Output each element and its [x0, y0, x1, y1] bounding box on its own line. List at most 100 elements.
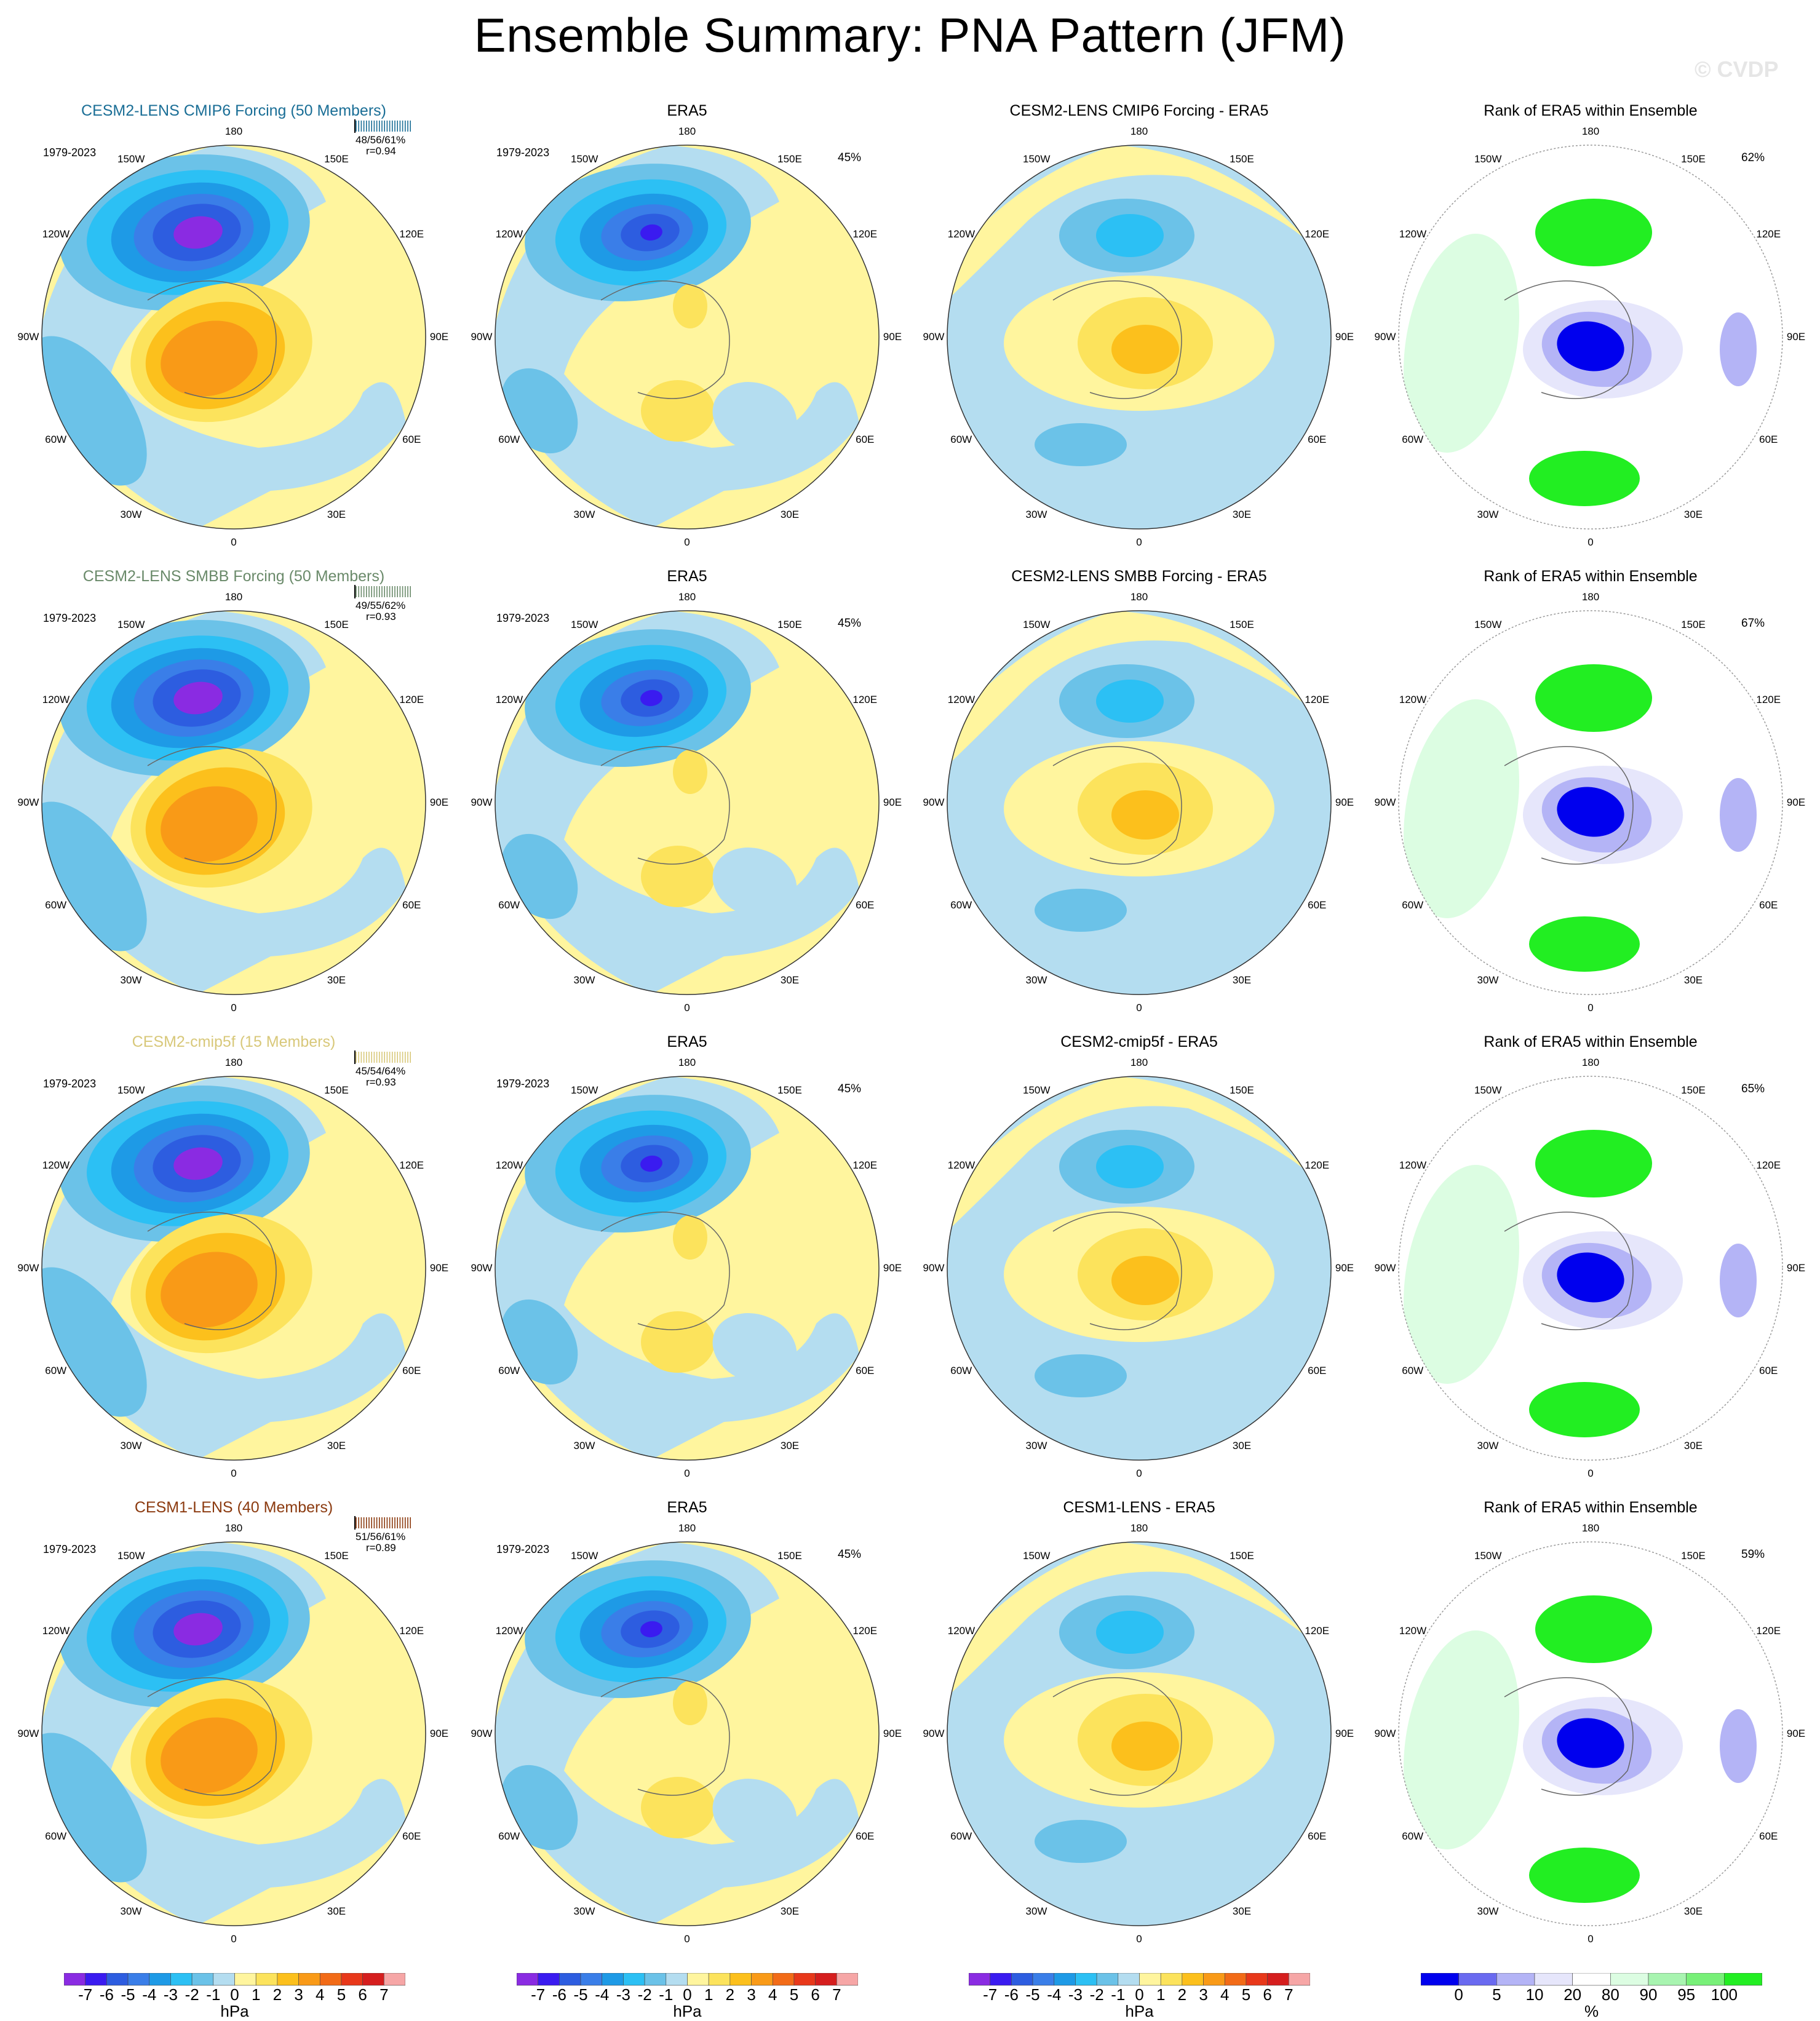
colorbar-tick-label: 3: [747, 1985, 756, 2004]
diff-positive-core: [1111, 325, 1179, 374]
coastline: [1504, 1677, 1634, 1796]
diff-atlantic-low: [1035, 889, 1127, 932]
polar-map: [1398, 610, 1783, 995]
colorbar-tick-label: 6: [811, 1985, 820, 2004]
colorbar-tick-label: 4: [316, 1985, 325, 2004]
member-strip: [354, 1516, 411, 1530]
lon-label: 120E: [1756, 228, 1781, 240]
colorbar-swatch: [815, 1973, 837, 1986]
colorbar-tick-label: -1: [206, 1985, 221, 2004]
rank-match-pct: 65%: [1741, 1082, 1765, 1095]
lon-label: 180: [678, 591, 696, 603]
na-high-small: [673, 284, 707, 328]
colorbar-swatch: [234, 1973, 256, 1986]
colorbar-swatch: [538, 1973, 560, 1986]
colorbar-tick-label: -3: [1068, 1985, 1083, 2004]
polar-map: [495, 145, 880, 530]
atlantic-low: [42, 1733, 147, 1883]
period-label: 1979-2023: [43, 1543, 97, 1555]
diff-atlantic-low: [1035, 1354, 1127, 1397]
lon-label: 30W: [573, 509, 595, 521]
na-high-small: [673, 1681, 707, 1725]
lon-label: 90E: [1786, 1728, 1806, 1739]
lon-label: 180: [225, 591, 243, 603]
colorbar-swatches: [517, 1973, 858, 1986]
colorbar-swatch: [1289, 1973, 1310, 1986]
lon-label: 150W: [117, 1084, 145, 1096]
lon-label: 120W: [1399, 1159, 1427, 1171]
lon-label: 150W: [117, 153, 145, 165]
ensemble-stats: 45/54/64%: [356, 1065, 406, 1077]
colorbar-tick-label: -2: [637, 1985, 652, 2004]
lon-label: 60E: [1759, 1365, 1778, 1376]
na-high-ring-3: [161, 786, 258, 862]
colorbar-swatch: [772, 1973, 795, 1986]
rank-blue-east: [1720, 312, 1757, 386]
colorbar-swatch: [1160, 1973, 1183, 1986]
lon-label: 150E: [324, 1084, 349, 1096]
diff-positive-north: [947, 1076, 1311, 1231]
rank-blue-core: [1557, 321, 1624, 371]
colorbar-tick-label: -4: [1047, 1985, 1062, 2004]
lon-label: 30E: [327, 1905, 346, 1918]
lon-label: 150E: [1681, 1084, 1706, 1096]
lon-label: 0: [684, 1002, 690, 1014]
lon-label: 90W: [923, 1262, 945, 1274]
coastline: [147, 746, 277, 865]
panel-title: CESM2-LENS SMBB Forcing - ERA5: [1011, 568, 1267, 585]
rank-blue-east: [1720, 1244, 1757, 1317]
lon-label: 150E: [1230, 618, 1254, 630]
colorbar-swatches: [969, 1973, 1310, 1986]
lon-label: 60E: [1759, 434, 1778, 445]
colorbar-tick-label: -2: [1089, 1985, 1104, 2004]
colorbar-swatch: [1648, 1973, 1687, 1986]
atlantic-blue-patch: [712, 1779, 797, 1849]
colorbar-swatch: [384, 1973, 405, 1986]
coastline: [147, 1212, 277, 1330]
cvdp-watermark: © CVDP: [1695, 57, 1779, 82]
colorbar-swatch: [559, 1973, 581, 1986]
lon-label: 90W: [1374, 1728, 1396, 1739]
na-high-ring-3: [161, 320, 258, 397]
colorbar-swatch: [1724, 1973, 1762, 1986]
atlantic-blue-patch: [712, 382, 797, 452]
map-border: [947, 1076, 1332, 1461]
ensemble-stats: 49/55/62%: [356, 600, 406, 611]
lon-label: 90E: [1335, 331, 1354, 343]
lon-label: 120W: [495, 694, 523, 705]
diff-positive-north: [947, 1542, 1311, 1697]
lon-label: 30E: [780, 509, 800, 521]
colorbar-swatch: [170, 1973, 193, 1986]
panel-title: CESM2-cmip5f (15 Members): [132, 1033, 336, 1050]
lon-label: 120E: [1756, 1625, 1781, 1637]
colorbar-tick-label: 95: [1677, 1985, 1696, 2004]
obs-variance-pct: 45%: [838, 617, 862, 630]
na-high-small: [673, 1215, 707, 1260]
lon-label: 0: [1588, 1933, 1594, 1945]
lon-label: 120E: [399, 1625, 424, 1637]
lon-label: 120W: [495, 1159, 523, 1171]
colorbar-swatch: [1118, 1973, 1140, 1986]
atlantic-blue-patch: [712, 848, 797, 918]
lon-label: 150E: [1230, 1549, 1254, 1562]
se-high: [641, 1777, 715, 1838]
rank-blue-core: [1557, 1718, 1624, 1768]
figure-title: Ensemble Summary: PNA Pattern (JFM): [474, 8, 1346, 62]
lon-label: 90W: [17, 331, 39, 343]
polar-map: [947, 145, 1332, 530]
lon-label: 180: [678, 1522, 696, 1534]
lon-label: 150E: [1681, 153, 1706, 165]
colorbar-tick-label: 6: [1263, 1985, 1272, 2004]
lon-label: 30W: [1477, 1905, 1499, 1918]
map-border: [1398, 610, 1783, 995]
colorbar-tick-label: 0: [1454, 1985, 1463, 2004]
lon-label: 60E: [1308, 1365, 1327, 1376]
lon-label: 60W: [1402, 434, 1424, 445]
colorbar-tick-label: -7: [78, 1985, 93, 2004]
period-label: 1979-2023: [43, 1078, 97, 1090]
lon-label: 120E: [1305, 228, 1330, 240]
colorbar-tick-label: 2: [272, 1985, 282, 2004]
lon-label: 120W: [495, 228, 523, 240]
lon-label: 150E: [1230, 1084, 1254, 1096]
lon-label: 30W: [1025, 974, 1047, 987]
